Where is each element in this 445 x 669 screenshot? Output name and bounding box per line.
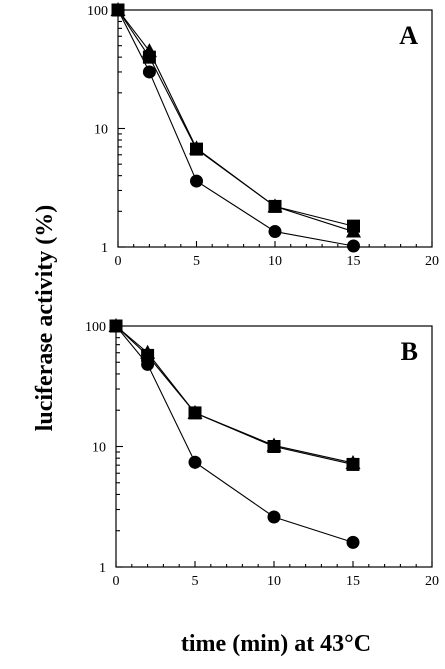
y-tick-label: 1: [101, 241, 108, 256]
marker-square: [347, 219, 360, 233]
marker-square: [267, 440, 281, 453]
marker-circle: [141, 357, 155, 371]
marker-circle: [109, 319, 123, 333]
y-tick-label: 100: [85, 320, 106, 335]
plots-area: 0 5 10 15 20 1 10 100 A 0 5 10 15 20 1 10 100 B: [85, 2, 439, 589]
series-line-triangle: [117, 9, 354, 233]
marker-circle: [190, 174, 203, 188]
series-line-circle: [117, 9, 354, 247]
marker-circle: [142, 65, 156, 79]
x-tick-label: 15: [347, 254, 361, 269]
marker-square: [188, 406, 202, 420]
marker-square: [268, 199, 282, 213]
x-tick-label: 0: [113, 574, 120, 589]
x-tick-label: 5: [193, 254, 200, 269]
x-axis-title: time (min) at 43°C: [181, 631, 371, 657]
series-line-square: [115, 325, 354, 465]
x-tick-label: 5: [192, 574, 199, 589]
y-tick-label: 100: [87, 4, 108, 19]
y-tick-label: 1: [99, 561, 106, 576]
panel-label: B: [401, 337, 418, 366]
marker-square: [142, 50, 156, 64]
y-tick-label: 10: [92, 441, 106, 456]
marker-circle: [346, 535, 360, 549]
x-tick-label: 10: [268, 254, 282, 269]
x-tick-label: 10: [267, 574, 281, 589]
marker-circle: [267, 510, 281, 524]
marker-circle: [347, 239, 360, 253]
x-tick-label: 0: [115, 254, 122, 269]
x-tick-label: 20: [425, 574, 439, 589]
chart-panel-a: 0 5 10 15 20 1 10 100 A: [87, 2, 439, 269]
y-tick-label: 10: [94, 123, 108, 138]
marker-circle: [268, 225, 282, 239]
marker-square: [346, 457, 360, 471]
marker-circle: [111, 3, 125, 17]
chart-panel-b: 0 5 10 15 20 1 10 100 B: [85, 318, 439, 589]
series-line-triangle: [115, 325, 354, 464]
y-axis-title: luciferase activity (%): [32, 205, 58, 432]
x-tick-label: 15: [346, 574, 360, 589]
marker-circle: [188, 455, 202, 469]
marker-square: [190, 142, 203, 156]
x-tick-label: 20: [425, 254, 439, 269]
marker-square: [141, 348, 155, 362]
panel-label: A: [399, 21, 418, 50]
series-line-square: [117, 9, 354, 227]
